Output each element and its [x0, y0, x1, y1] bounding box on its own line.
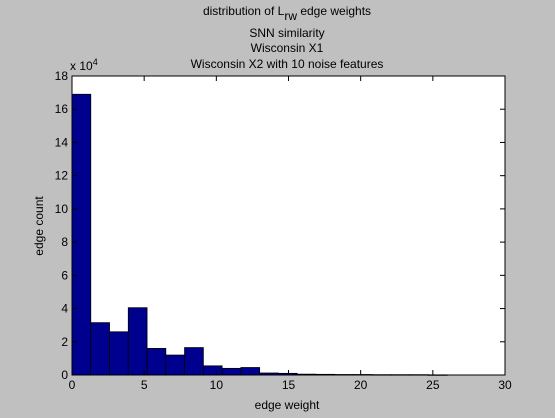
- x-tick-label: 30: [498, 378, 512, 392]
- histogram-bar: [202, 365, 223, 376]
- y-tick-label: 12: [55, 169, 69, 183]
- title-line-1: distribution of Lrw edge weights: [203, 4, 371, 23]
- plot-frame: [71, 75, 506, 376]
- x-tick-label: 15: [282, 378, 296, 392]
- y-tick-label: 0: [61, 368, 68, 382]
- y-tick-label: 6: [61, 268, 68, 282]
- x-tick-label: 5: [141, 378, 148, 392]
- y-tick-label: 8: [61, 235, 68, 249]
- bars: [71, 93, 448, 376]
- histogram-bar: [184, 347, 204, 376]
- title-line-3: Wisconsin X1: [251, 41, 324, 55]
- x-tick-label: 0: [69, 378, 76, 392]
- histogram-bar: [109, 331, 129, 376]
- y-multiplier: x 104: [70, 57, 98, 73]
- x-tick-label: 25: [426, 378, 440, 392]
- histogram-bar: [221, 367, 242, 376]
- chart-title: distribution of Lrw edge weights SNN sim…: [191, 4, 384, 71]
- title-line-2: SNN similarity: [249, 26, 324, 40]
- x-tick-label: 10: [210, 378, 224, 392]
- title-subscript: rw: [284, 9, 297, 23]
- y-tick-label: 4: [61, 302, 68, 316]
- histogram-bar: [90, 322, 110, 376]
- y-tick-label: 14: [55, 135, 69, 149]
- y-tick-label: 10: [55, 202, 69, 216]
- y-multiplier-exponent: 4: [93, 57, 98, 67]
- axis-ticks: 0 5 10 15 20 25 30 0 2 4 6 8 10 12 14 16 18: [55, 69, 512, 392]
- histogram-bar: [165, 354, 185, 376]
- title-line-4: Wisconsin X2 with 10 noise features: [191, 57, 384, 71]
- histogram-bar: [240, 367, 261, 376]
- y-tick-label: 18: [55, 69, 69, 83]
- x-tick-label: 20: [354, 378, 368, 392]
- histogram-bar: [146, 348, 167, 376]
- y-tick-label: 16: [55, 102, 69, 116]
- histogram-bar: [71, 93, 92, 376]
- y-tick-label: 2: [61, 335, 68, 349]
- histogram-bar: [127, 307, 148, 376]
- x-axis-label: edge weight: [255, 398, 320, 412]
- y-axis-label: edge count: [32, 196, 46, 256]
